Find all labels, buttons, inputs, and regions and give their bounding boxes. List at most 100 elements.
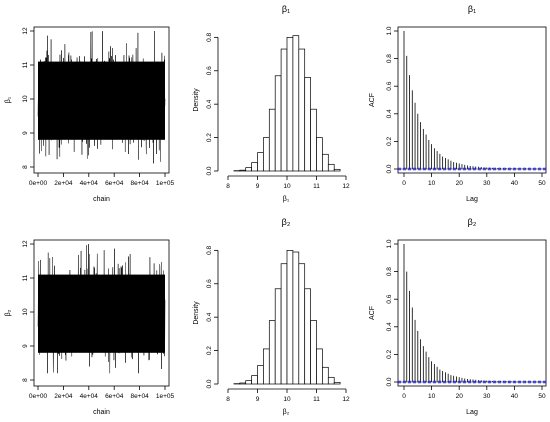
- x-tick-label: 30: [483, 180, 491, 187]
- x-tick-label: 12: [342, 396, 350, 403]
- trace-dense-band: [38, 274, 165, 353]
- y-axis-label: Density: [193, 88, 200, 112]
- plot-frame: [33, 239, 170, 387]
- plot-title: β₁: [282, 4, 290, 14]
- histogram-bar: [263, 348, 270, 385]
- x-tick-label: 9: [256, 183, 260, 190]
- histogram-bar: [310, 108, 317, 172]
- y-tick-label: 10: [22, 95, 29, 103]
- x-tick-label: 10: [283, 396, 291, 403]
- x-tick-label: 50: [538, 180, 546, 187]
- histogram-bar: [251, 162, 258, 172]
- y-tick-label: 1.0: [386, 26, 393, 35]
- y-tick-label: 0.6: [386, 81, 393, 90]
- x-tick-label: 1e+05: [156, 393, 175, 400]
- plot-title: β₂: [468, 217, 477, 227]
- histogram-bar: [304, 77, 311, 172]
- y-tick-label: 0.0: [206, 166, 213, 175]
- y-tick-label: 0.8: [206, 32, 213, 41]
- x-tick-label: 50: [538, 393, 546, 400]
- y-tick-label: 9: [22, 131, 29, 135]
- y-tick-label: 11: [22, 61, 29, 68]
- x-axis-label: Lag: [466, 196, 478, 203]
- y-tick-label: 0.4: [386, 322, 393, 331]
- histogram-bar: [292, 35, 300, 172]
- x-tick-label: 0: [402, 393, 406, 400]
- y-tick-label: 0.2: [386, 137, 393, 146]
- histogram-bar: [327, 376, 335, 385]
- histogram-bar: [280, 263, 288, 385]
- x-tick-label: 20: [456, 393, 464, 400]
- x-tick-label: 40: [511, 180, 519, 187]
- x-tick-label: 4e+04: [80, 180, 99, 187]
- histogram-bar: [245, 380, 252, 385]
- histogram-bar: [257, 152, 264, 172]
- y-tick-label: 0.4: [206, 99, 213, 108]
- panel-histogram-beta2: β₂ 0.0 0.2 0.4 0.6 0.8 8 9 10 11 12 β₂ Density: [193, 217, 350, 416]
- histogram-bar: [286, 250, 294, 385]
- y-tick-label: 8: [22, 165, 29, 169]
- histogram-bar: [245, 167, 252, 172]
- x-tick-label: 0e+00: [29, 393, 48, 400]
- histogram-bar: [322, 366, 329, 385]
- histogram-bar: [298, 263, 306, 385]
- y-tick-label: 0.0: [386, 377, 393, 386]
- y-tick-label: 12: [22, 240, 29, 248]
- histogram-bar: [333, 168, 341, 172]
- x-tick-label: 8: [226, 396, 230, 403]
- histogram-bar: [280, 48, 288, 172]
- panel-histogram-beta1: β₁ 0.0 0.2 0.4 0.6 0.8 8 9 10 11 12 β₁ Density: [193, 4, 350, 203]
- x-tick-label: 0: [402, 180, 406, 187]
- histogram-bar: [239, 382, 247, 385]
- plot-frame: [397, 26, 547, 174]
- panel-trace-beta1: 8 9 10 11 12 0e+00 2e+04 4e+04 6e+04 8e+04 1e+05 ch…: [5, 26, 175, 203]
- y-tick-label: 0.4: [206, 312, 213, 321]
- y-tick-label: 0.0: [206, 379, 213, 388]
- y-tick-label: 12: [22, 27, 29, 35]
- x-axis-label: Lag: [466, 409, 478, 416]
- x-tick-label: 11: [313, 183, 320, 190]
- x-axis-label: β₁: [283, 196, 290, 203]
- x-tick-label: 1e+05: [156, 180, 175, 187]
- y-tick-label: 8: [22, 378, 29, 382]
- y-tick-label: 0.8: [386, 267, 393, 276]
- x-tick-label: 2e+04: [54, 393, 73, 400]
- plot-title: β₂: [282, 217, 291, 227]
- x-axis-label: chain: [93, 409, 110, 416]
- x-tick-label: 10: [428, 393, 436, 400]
- x-tick-label: 0e+00: [29, 180, 48, 187]
- y-tick-label: 0.6: [386, 294, 393, 303]
- histogram-bar: [298, 48, 306, 172]
- x-tick-label: 4e+04: [80, 393, 99, 400]
- x-tick-label: 10: [283, 183, 291, 190]
- plot-frame: [33, 26, 170, 174]
- x-axis-label: β₂: [283, 409, 290, 416]
- y-tick-label: 0.8: [206, 245, 213, 254]
- x-tick-label: 12: [342, 183, 350, 190]
- x-tick-label: 8e+04: [130, 393, 149, 400]
- plot-title: β₁: [468, 4, 476, 14]
- x-tick-label: 8e+04: [130, 180, 149, 187]
- y-tick-label: 0.2: [386, 350, 393, 359]
- y-axis-label: β₂: [5, 309, 12, 316]
- x-tick-label: 11: [313, 396, 320, 403]
- trace-dense-band: [38, 61, 165, 140]
- histogram-bar: [304, 288, 311, 385]
- y-tick-label: 0.2: [206, 133, 213, 142]
- histogram-bar: [268, 320, 276, 385]
- histogram-bar: [251, 375, 258, 385]
- x-axis-label: chain: [93, 196, 110, 203]
- y-tick-label: 11: [22, 274, 29, 281]
- histogram-bar: [268, 108, 276, 172]
- y-axis-label: β₁: [5, 96, 12, 103]
- histogram-bar: [322, 153, 329, 172]
- y-axis-label: ACF: [369, 306, 376, 320]
- histogram-bar: [257, 365, 264, 385]
- x-tick-label: 9: [256, 396, 260, 403]
- histogram-bar: [333, 381, 341, 385]
- x-tick-label: 6e+04: [105, 393, 124, 400]
- x-tick-label: 10: [428, 180, 436, 187]
- histogram-bar: [316, 348, 323, 385]
- y-tick-label: 0.8: [386, 54, 393, 63]
